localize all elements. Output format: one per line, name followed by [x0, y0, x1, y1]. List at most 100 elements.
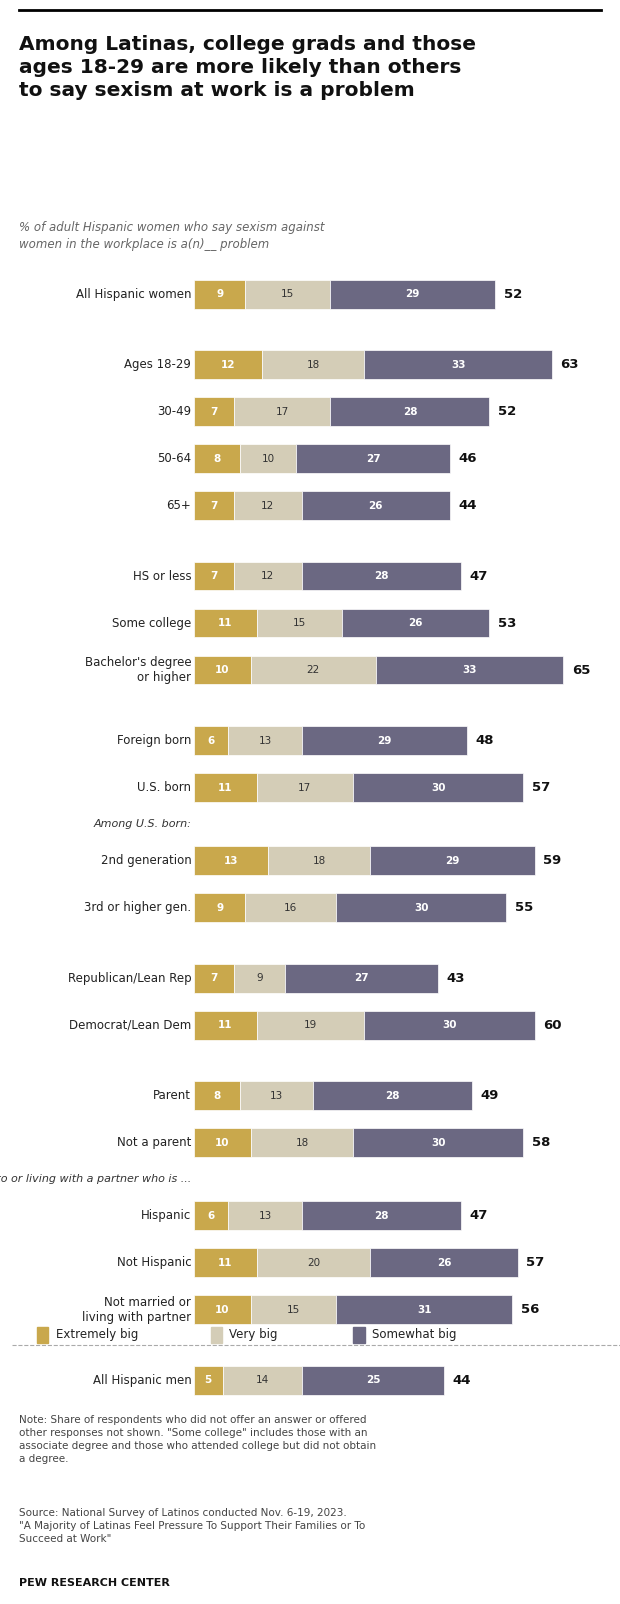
Text: 6: 6 [208, 736, 215, 746]
Text: 7: 7 [210, 500, 218, 510]
Bar [257, 1248, 370, 1277]
Text: 43: 43 [447, 972, 465, 985]
Text: 31: 31 [417, 1304, 432, 1315]
Text: Ages 18-29: Ages 18-29 [125, 358, 192, 371]
Bar [194, 1011, 257, 1039]
Text: 47: 47 [469, 1209, 488, 1222]
Text: 17: 17 [298, 783, 311, 792]
Text: 8: 8 [213, 1091, 221, 1100]
Text: 12: 12 [261, 571, 275, 581]
Text: 2nd generation: 2nd generation [100, 855, 192, 868]
Text: 11: 11 [218, 783, 232, 792]
Text: % of adult Hispanic women who say sexism against
women in the workplace is a(n)_: % of adult Hispanic women who say sexism… [19, 221, 324, 252]
Bar [285, 964, 438, 993]
Text: 60: 60 [543, 1019, 562, 1031]
Bar [370, 847, 535, 876]
Text: 28: 28 [402, 407, 417, 417]
Text: 65: 65 [572, 664, 590, 677]
Text: 63: 63 [560, 358, 579, 371]
Text: Very big: Very big [229, 1328, 278, 1341]
Text: 26: 26 [436, 1258, 451, 1267]
Text: 52: 52 [503, 287, 522, 300]
Bar [194, 610, 257, 637]
Text: 13: 13 [224, 855, 238, 866]
Bar [234, 561, 302, 590]
Bar [302, 1367, 444, 1394]
Text: Note: Share of respondents who did not offer an answer or offered
other response: Note: Share of respondents who did not o… [19, 1415, 376, 1464]
Text: 11: 11 [218, 1020, 232, 1030]
Bar [194, 1296, 251, 1325]
Text: 16: 16 [284, 903, 297, 913]
Text: All Hispanic women: All Hispanic women [76, 287, 192, 300]
Bar [330, 398, 489, 427]
Text: 28: 28 [374, 571, 389, 581]
Text: 50-64: 50-64 [157, 452, 192, 465]
Text: All Hispanic men: All Hispanic men [92, 1373, 192, 1387]
Text: Democrat/Lean Dem: Democrat/Lean Dem [69, 1019, 192, 1031]
Bar [246, 893, 336, 922]
Text: PEW RESEARCH CENTER: PEW RESEARCH CENTER [19, 1578, 169, 1588]
Text: Among Latinas, college grads and those
ages 18-29 are more likely than others
to: Among Latinas, college grads and those a… [19, 35, 476, 99]
Text: 48: 48 [475, 735, 494, 747]
Text: Not a parent: Not a parent [117, 1136, 192, 1148]
Text: 33: 33 [463, 666, 477, 675]
Text: 15: 15 [287, 1304, 300, 1315]
Text: 7: 7 [210, 407, 218, 417]
Bar [313, 1081, 472, 1110]
Text: 10: 10 [215, 666, 230, 675]
Text: 14: 14 [255, 1375, 269, 1386]
Text: 17: 17 [275, 407, 289, 417]
Text: 5: 5 [205, 1375, 212, 1386]
Text: 3rd or higher gen.: 3rd or higher gen. [84, 901, 192, 914]
Text: Not married or
living with partner: Not married or living with partner [82, 1296, 192, 1323]
Bar [296, 444, 450, 473]
Bar [194, 1128, 251, 1156]
Text: 55: 55 [515, 901, 533, 914]
Text: 26: 26 [368, 500, 383, 510]
Bar [246, 279, 330, 308]
Text: 20: 20 [307, 1258, 320, 1267]
Bar [194, 279, 246, 308]
Text: 15: 15 [281, 289, 294, 300]
Bar [194, 656, 251, 685]
Bar [194, 1201, 228, 1230]
Text: Foreign born: Foreign born [117, 735, 192, 747]
Bar [194, 893, 246, 922]
Bar [251, 1296, 336, 1325]
Text: 27: 27 [354, 974, 369, 983]
Text: 52: 52 [498, 406, 516, 419]
Text: 25: 25 [366, 1375, 380, 1386]
Bar [194, 350, 262, 379]
Bar [302, 1201, 461, 1230]
Text: 59: 59 [543, 855, 562, 868]
Bar [257, 610, 342, 637]
Text: Some college: Some college [112, 616, 192, 630]
Text: 49: 49 [481, 1089, 499, 1102]
Text: 13: 13 [259, 736, 272, 746]
Text: 18: 18 [312, 855, 326, 866]
Text: 9: 9 [256, 974, 263, 983]
Bar [194, 444, 239, 473]
Text: 30: 30 [414, 903, 428, 913]
Text: Somewhat big: Somewhat big [372, 1328, 456, 1341]
Bar [194, 398, 234, 427]
Text: 28: 28 [386, 1091, 400, 1100]
Text: 30-49: 30-49 [157, 406, 192, 419]
Text: Parent: Parent [153, 1089, 192, 1102]
Text: 15: 15 [293, 618, 306, 629]
Bar [336, 1296, 512, 1325]
Text: 58: 58 [532, 1136, 551, 1148]
Text: Hispanic: Hispanic [141, 1209, 192, 1222]
Bar [370, 1248, 518, 1277]
Bar [194, 1367, 223, 1394]
Bar [268, 847, 370, 876]
Bar [194, 773, 257, 802]
Text: Not Hispanic: Not Hispanic [117, 1256, 192, 1269]
Text: 57: 57 [532, 781, 550, 794]
Bar [228, 727, 302, 755]
Text: 44: 44 [453, 1373, 471, 1387]
Bar [228, 1201, 302, 1230]
Bar [194, 847, 268, 876]
Bar [257, 1011, 365, 1039]
Bar [336, 893, 507, 922]
